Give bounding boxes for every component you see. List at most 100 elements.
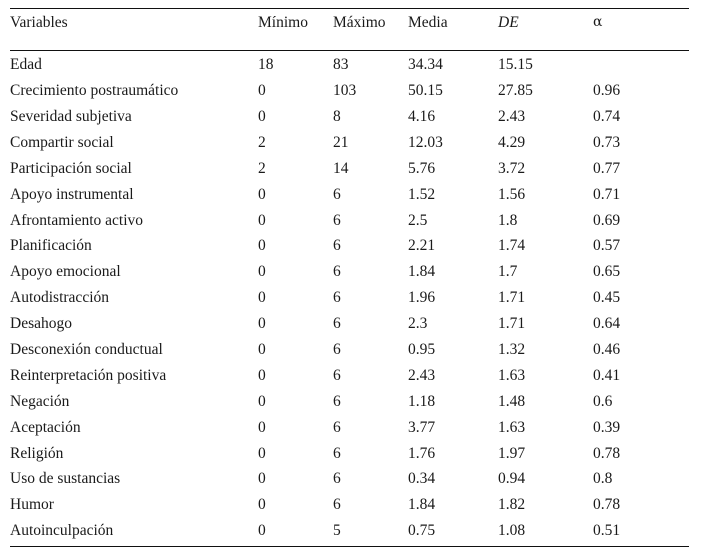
cell-media: 2.43 bbox=[408, 366, 436, 384]
cell-maximo: 6 bbox=[333, 418, 341, 436]
cell-maximo: 6 bbox=[333, 263, 341, 281]
cell-alpha: 0.65 bbox=[593, 263, 621, 281]
cell-minimo: 0 bbox=[258, 444, 266, 462]
cell-alpha: 0.74 bbox=[593, 107, 621, 125]
cell-alpha: 0.73 bbox=[593, 133, 621, 151]
table-row: Desahogo 0 6 2.3 1.71 0.64 bbox=[10, 311, 689, 337]
cell-media: 1.52 bbox=[408, 185, 436, 203]
cell-alpha: 0.41 bbox=[593, 366, 621, 384]
cell-media: 34.34 bbox=[408, 56, 443, 74]
cell-alpha: 0.45 bbox=[593, 289, 621, 307]
cell-alpha: 0.6 bbox=[593, 392, 613, 410]
cell-de: 0.94 bbox=[498, 470, 526, 488]
cell-alpha: 0.39 bbox=[593, 418, 621, 436]
cell-media: 1.76 bbox=[408, 444, 436, 462]
cell-de: 15.15 bbox=[498, 56, 533, 74]
table-row: Autoinculpación 0 5 0.75 1.08 0.51 bbox=[10, 518, 689, 544]
cell-alpha: 0.51 bbox=[593, 522, 621, 540]
table-row: Humor 0 6 1.84 1.82 0.78 bbox=[10, 492, 689, 518]
cell-minimo: 2 bbox=[258, 159, 266, 177]
cell-variable: Apoyo instrumental bbox=[10, 185, 134, 203]
cell-variable: Autodistracción bbox=[10, 289, 110, 307]
cell-alpha: 0.78 bbox=[593, 496, 621, 514]
column-header-media: Media bbox=[408, 14, 448, 31]
cell-maximo: 21 bbox=[333, 133, 349, 151]
cell-media: 12.03 bbox=[408, 133, 443, 151]
cell-media: 0.34 bbox=[408, 470, 436, 488]
cell-minimo: 0 bbox=[258, 418, 266, 436]
table-row: Uso de sustancias 0 6 0.34 0.94 0.8 bbox=[10, 466, 689, 492]
cell-media: 4.16 bbox=[408, 107, 436, 125]
cell-maximo: 6 bbox=[333, 185, 341, 203]
cell-minimo: 0 bbox=[258, 185, 266, 203]
cell-de: 1.97 bbox=[498, 444, 526, 462]
cell-maximo: 6 bbox=[333, 289, 341, 307]
cell-maximo: 6 bbox=[333, 470, 341, 488]
table-row: Participación social 2 14 5.76 3.72 0.77 bbox=[10, 156, 689, 182]
table-row: Crecimiento postraumático 0 103 50.15 27.85 0… bbox=[10, 78, 689, 104]
cell-maximo: 5 bbox=[333, 522, 341, 540]
cell-alpha: 0.46 bbox=[593, 340, 621, 358]
cell-de: 1.63 bbox=[498, 366, 526, 384]
cell-alpha: 0.77 bbox=[593, 159, 621, 177]
table-row: Planificación 0 6 2.21 1.74 0.57 bbox=[10, 233, 689, 259]
cell-alpha: 0.64 bbox=[593, 315, 621, 333]
column-header-maximo: Máximo bbox=[333, 14, 386, 31]
table-row: Severidad subjetiva 0 8 4.16 2.43 0.74 bbox=[10, 104, 689, 130]
table-row: Autodistracción 0 6 1.96 1.71 0.45 bbox=[10, 285, 689, 311]
column-header-de: DE bbox=[498, 14, 519, 31]
descriptive-statistics-table: Variables Mínimo Máximo Media DE α Edad 1… bbox=[10, 8, 689, 547]
cell-variable: Compartir social bbox=[10, 133, 114, 151]
cell-maximo: 6 bbox=[333, 444, 341, 462]
cell-media: 5.76 bbox=[408, 159, 436, 177]
cell-alpha: 0.57 bbox=[593, 237, 621, 255]
cell-minimo: 2 bbox=[258, 133, 266, 151]
table-row: Religión 0 6 1.76 1.97 0.78 bbox=[10, 440, 689, 466]
table-row: Apoyo emocional 0 6 1.84 1.7 0.65 bbox=[10, 259, 689, 285]
cell-media: 0.95 bbox=[408, 340, 436, 358]
cell-media: 1.84 bbox=[408, 496, 436, 514]
cell-media: 2.21 bbox=[408, 237, 436, 255]
cell-media: 1.84 bbox=[408, 263, 436, 281]
cell-maximo: 6 bbox=[333, 366, 341, 384]
cell-maximo: 8 bbox=[333, 107, 341, 125]
cell-alpha: 0.96 bbox=[593, 82, 621, 100]
cell-de: 1.7 bbox=[498, 263, 518, 281]
table-row: Afrontamiento activo 0 6 2.5 1.8 0.69 bbox=[10, 207, 689, 233]
cell-minimo: 0 bbox=[258, 315, 266, 333]
cell-de: 1.74 bbox=[498, 237, 526, 255]
cell-minimo: 0 bbox=[258, 340, 266, 358]
cell-variable: Afrontamiento activo bbox=[10, 211, 143, 229]
table-row: Negación 0 6 1.18 1.48 0.6 bbox=[10, 389, 689, 415]
cell-media: 1.96 bbox=[408, 289, 436, 307]
cell-alpha: 0.69 bbox=[593, 211, 621, 229]
cell-maximo: 6 bbox=[333, 315, 341, 333]
cell-maximo: 6 bbox=[333, 340, 341, 358]
cell-de: 1.63 bbox=[498, 418, 526, 436]
cell-media: 3.77 bbox=[408, 418, 436, 436]
cell-media: 50.15 bbox=[408, 82, 443, 100]
table-row: Edad 18 83 34.34 15.15 bbox=[10, 52, 689, 78]
cell-de: 1.08 bbox=[498, 522, 526, 540]
cell-variable: Negación bbox=[10, 392, 70, 410]
table-header-row: Variables Mínimo Máximo Media DE α bbox=[10, 9, 689, 51]
cell-minimo: 0 bbox=[258, 237, 266, 255]
cell-minimo: 0 bbox=[258, 496, 266, 514]
table-row: Apoyo instrumental 0 6 1.52 1.56 0.71 bbox=[10, 181, 689, 207]
table-row: Compartir social 2 21 12.03 4.29 0.73 bbox=[10, 130, 689, 156]
column-header-alpha: α bbox=[593, 14, 603, 30]
cell-de: 1.8 bbox=[498, 211, 518, 229]
cell-variable: Desahogo bbox=[10, 315, 72, 333]
cell-variable: Humor bbox=[10, 496, 54, 514]
cell-variable: Planificación bbox=[10, 237, 92, 255]
cell-maximo: 83 bbox=[333, 56, 349, 74]
cell-de: 1.71 bbox=[498, 289, 526, 307]
cell-variable: Edad bbox=[10, 56, 42, 74]
cell-minimo: 0 bbox=[258, 366, 266, 384]
cell-media: 1.18 bbox=[408, 392, 436, 410]
cell-minimo: 18 bbox=[258, 56, 274, 74]
cell-minimo: 0 bbox=[258, 211, 266, 229]
cell-alpha: 0.78 bbox=[593, 444, 621, 462]
cell-variable: Participación social bbox=[10, 159, 132, 177]
column-header-variables: Variables bbox=[10, 14, 68, 31]
